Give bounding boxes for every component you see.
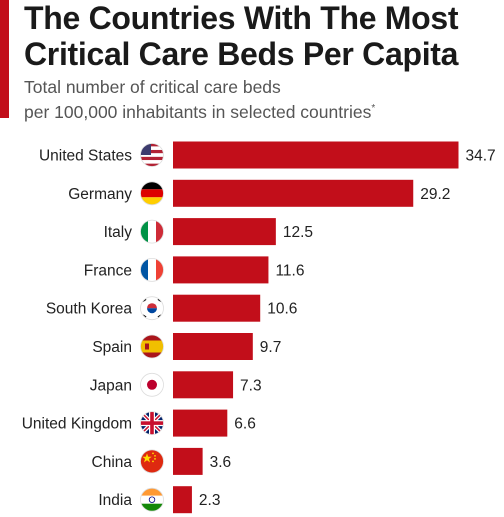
bar <box>173 409 228 437</box>
value-label: 11.6 <box>275 262 304 279</box>
flag-outline <box>140 449 164 474</box>
bar <box>173 371 234 399</box>
subtitle-line-1: Total number of critical care beds <box>24 77 281 97</box>
flag-de-icon <box>140 181 164 205</box>
flag-outline <box>140 181 164 206</box>
chart-title: The Countries With The Most Critical Car… <box>24 0 502 72</box>
bar <box>173 141 459 169</box>
flag-es-icon <box>140 335 164 358</box>
title-line-2: Critical Care Beds Per Capita <box>24 36 459 72</box>
category-label: Japan <box>90 377 132 394</box>
category-label: United States <box>39 148 132 165</box>
accent-stripe <box>0 0 9 118</box>
flag-outline <box>140 334 164 359</box>
bar <box>173 447 203 475</box>
category-label: South Korea <box>46 301 133 318</box>
bar <box>173 218 276 246</box>
category-label: Italy <box>104 224 133 241</box>
value-label: 12.5 <box>283 224 313 241</box>
subtitle-footnote-mark: * <box>371 103 376 114</box>
flag-outline <box>140 411 164 436</box>
bar <box>173 256 269 284</box>
flag-outline <box>140 296 164 321</box>
value-label: 9.7 <box>260 339 282 356</box>
flag-in-icon <box>140 488 164 512</box>
flag-it-icon <box>140 220 164 244</box>
flag-us-icon <box>140 143 164 167</box>
value-label: 3.6 <box>210 454 232 471</box>
flag-outline <box>140 487 164 512</box>
value-label: 29.2 <box>420 186 450 203</box>
flag-kr-icon <box>140 296 164 320</box>
value-label: 34.7 <box>466 148 496 165</box>
category-label: India <box>98 492 132 509</box>
flag-outline <box>140 257 164 282</box>
flag-cn-icon <box>140 449 164 473</box>
category-label: France <box>84 262 132 279</box>
flag-jp-icon <box>140 373 164 397</box>
value-label: 6.6 <box>234 416 256 433</box>
title-line-1: The Countries With The Most <box>24 0 459 36</box>
flag-outline <box>140 219 164 244</box>
category-label: Spain <box>92 339 132 356</box>
category-label: Germany <box>68 186 132 203</box>
value-label: 10.6 <box>267 301 297 318</box>
flag-fr-icon <box>140 258 164 282</box>
flag-outline <box>140 372 164 397</box>
category-label: United Kingdom <box>22 416 132 433</box>
chart-subtitle: Total number of critical care beds per 1… <box>24 76 494 123</box>
bar <box>173 179 414 207</box>
value-label: 7.3 <box>240 377 262 394</box>
category-label: China <box>92 454 133 471</box>
bar <box>173 333 253 360</box>
flag-outline <box>140 143 164 167</box>
subtitle-line-2: per 100,000 inhabitants in selected coun… <box>24 101 372 122</box>
value-label: 2.3 <box>199 492 221 509</box>
bar <box>173 294 261 322</box>
bar <box>173 486 192 514</box>
